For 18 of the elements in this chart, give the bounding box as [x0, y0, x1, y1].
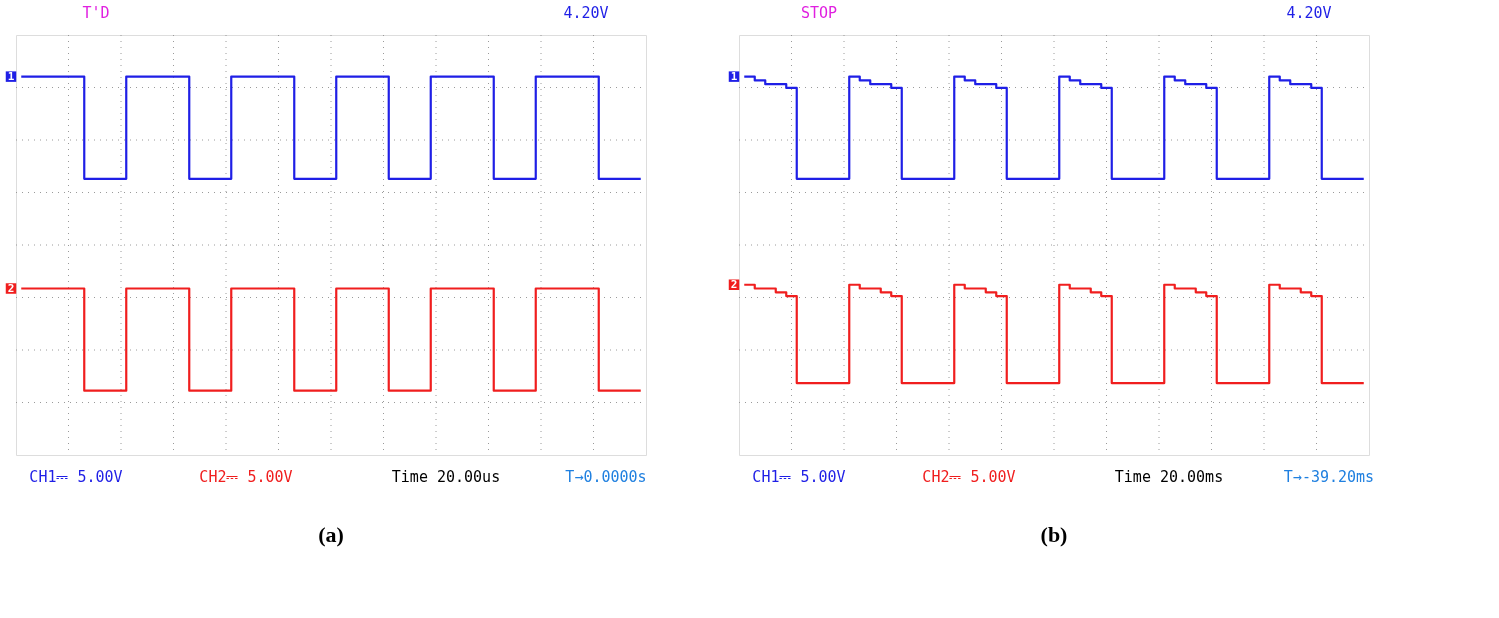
text: CH2⎓ 5.00V	[922, 468, 1016, 486]
text: Time 20.00ms	[1114, 468, 1224, 486]
text: 4.20V	[563, 4, 609, 22]
series-label: 2	[730, 277, 738, 291]
text: T'D	[82, 4, 110, 22]
series-label: 2	[7, 281, 15, 295]
text: CH2⎓ 5.00V	[199, 468, 293, 486]
text: T→0.0000s	[565, 468, 647, 486]
series-label: 1	[7, 69, 15, 83]
text: CH1⎓ 5.00V	[752, 468, 846, 486]
text: 4.20V	[1286, 4, 1332, 22]
text: (b)	[1040, 522, 1068, 547]
text: T→-39.20ms	[1283, 468, 1375, 486]
text: (a)	[318, 522, 344, 547]
series-label: 1	[730, 69, 738, 83]
text: STOP	[800, 4, 838, 22]
text: CH1⎓ 5.00V	[29, 468, 123, 486]
text: Time 20.00us	[391, 468, 501, 486]
